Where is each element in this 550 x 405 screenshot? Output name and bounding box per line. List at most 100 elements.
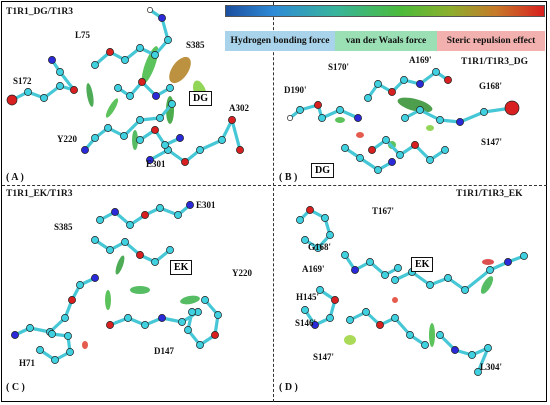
carbon-atom <box>346 316 354 324</box>
oxygen-atom <box>236 146 244 154</box>
carbon-atom <box>382 136 390 144</box>
carbon-atom <box>91 236 99 244</box>
carbon-atom <box>301 236 309 244</box>
nitrogen-atom <box>111 208 119 216</box>
carbon-atom <box>106 246 114 254</box>
carbon-atom <box>178 318 186 326</box>
carbon-atom <box>124 314 132 322</box>
panel-a-label: ( A ) <box>6 172 24 183</box>
residue-label: D190' <box>284 85 307 95</box>
oxygen-atom <box>368 146 376 154</box>
interaction-surface <box>335 117 345 123</box>
residue-label: S147' <box>481 137 503 147</box>
oxygen-atom <box>181 158 189 166</box>
ligand-label: DG <box>189 91 212 106</box>
carbon-atom <box>326 231 334 239</box>
carbon-atom <box>164 36 172 44</box>
residue-label: Y220 <box>57 134 77 144</box>
carbon-atom <box>136 136 144 144</box>
nitrogen-atom <box>91 274 99 282</box>
nitrogen-atom <box>152 92 160 100</box>
nitrogen-atom <box>416 80 424 88</box>
residue-label: D147 <box>154 346 174 356</box>
ligand-label: EK <box>411 257 434 272</box>
carbon-atom <box>432 68 440 76</box>
carbon-atom <box>76 281 84 289</box>
carbon-atom <box>56 82 64 90</box>
vertical-divider <box>273 2 274 402</box>
residue-label: S146' <box>295 318 317 328</box>
oxygen-atom <box>106 48 114 56</box>
oxygen-atom <box>151 126 159 134</box>
interaction-surface <box>105 290 111 310</box>
carbon-atom <box>486 266 494 274</box>
carbon-atom <box>396 151 404 159</box>
nitrogen-atom <box>81 146 89 154</box>
panel-d-title: T1R1/T1R3_EK <box>456 189 523 199</box>
panel-d-label: ( D ) <box>279 382 298 393</box>
ligand-label: EK <box>170 260 193 275</box>
residue-label: S147' <box>313 352 335 362</box>
carbon-atom <box>356 154 364 162</box>
carbon-atom <box>136 44 144 52</box>
molecule-drawings <box>6 7 528 376</box>
carbon-atom <box>374 166 382 174</box>
carbon-atom <box>151 258 159 266</box>
oxygen-atom <box>314 101 322 109</box>
panel-c-label: ( C ) <box>6 382 25 393</box>
panel-c-title: T1R1_EK/T1R3 <box>6 189 73 199</box>
carbon-atom <box>391 276 399 284</box>
bond <box>198 138 224 152</box>
interaction-surface <box>480 276 494 294</box>
carbon-atom <box>61 314 69 322</box>
residue-label: G168' <box>479 81 503 91</box>
carbon-atom <box>184 326 192 334</box>
carbon-atom <box>48 330 56 338</box>
residue-label: A302 <box>229 103 249 113</box>
nitrogen-atom <box>504 258 512 266</box>
residue-label: G168' <box>308 242 332 252</box>
nitrogen-atom <box>451 346 459 354</box>
carbon-atom <box>520 252 528 260</box>
carbon-atom <box>188 308 196 316</box>
carbon-atom <box>318 114 326 122</box>
carbon-atom <box>196 146 204 154</box>
panel-b-title: T1R1/T1R3_DG <box>461 57 529 67</box>
interaction-surface <box>356 132 364 138</box>
carbon-atom <box>36 346 44 354</box>
oxygen-atom <box>136 251 144 259</box>
carbon-atom <box>301 306 309 314</box>
carbon-atom <box>336 106 344 114</box>
nitrogen-atom <box>158 314 166 322</box>
oxygen-atom <box>376 321 384 329</box>
oxygen-atom <box>6 94 18 106</box>
nitrogen-atom <box>388 158 396 166</box>
carbon-atom <box>391 314 399 322</box>
carbon-atom <box>341 251 349 259</box>
residue-label: A169' <box>409 55 432 65</box>
residue-label: S170' <box>328 62 350 72</box>
interaction-surface <box>169 56 191 84</box>
interaction-surface <box>82 341 88 349</box>
hydrogen-atom <box>287 115 293 121</box>
residue-label: S385 <box>54 222 73 232</box>
carbon-atom <box>121 56 129 64</box>
nitrogen-atom <box>11 331 19 339</box>
interaction-surface <box>344 335 356 345</box>
carbon-atom <box>374 80 382 88</box>
carbon-atom <box>121 238 129 246</box>
carbon-atom <box>166 246 174 254</box>
oxygen-atom <box>68 296 76 304</box>
oxygen-atom <box>444 76 452 84</box>
carbon-atom <box>104 124 112 132</box>
residue-label: Y220 <box>232 268 252 278</box>
oxygen-atom <box>106 321 114 329</box>
bond <box>476 346 490 374</box>
carbon-atom <box>120 132 128 140</box>
carbon-atom <box>401 114 409 122</box>
carbon-atom <box>400 76 408 84</box>
carbon-atom <box>296 106 304 114</box>
carbon-atom <box>141 321 149 329</box>
carbon-atom <box>156 114 164 122</box>
oxygen-atom <box>388 88 396 96</box>
